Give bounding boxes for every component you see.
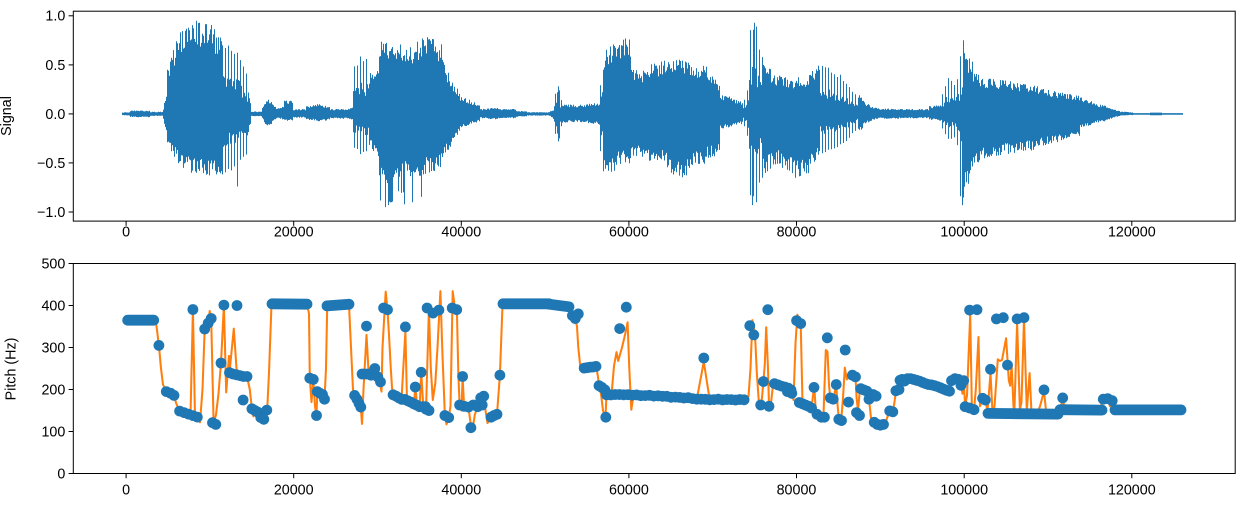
svg-text:100: 100 [41,424,65,440]
svg-text:20000: 20000 [274,483,314,499]
svg-text:0.5: 0.5 [45,58,65,74]
svg-text:Signal: Signal [0,96,15,136]
svg-text:500: 500 [41,256,65,272]
svg-text:120000: 120000 [1108,483,1156,499]
svg-text:120000: 120000 [1108,225,1156,241]
svg-text:80000: 80000 [777,225,817,241]
svg-text:40000: 40000 [441,483,481,499]
svg-text:−0.5: −0.5 [37,156,65,172]
svg-text:40000: 40000 [441,225,481,241]
svg-text:100000: 100000 [940,483,988,499]
svg-text:60000: 60000 [609,225,649,241]
svg-text:1.0: 1.0 [45,9,65,25]
svg-text:0: 0 [122,225,130,241]
svg-text:60000: 60000 [609,483,649,499]
svg-text:200: 200 [41,382,65,398]
svg-text:Pitch (Hz): Pitch (Hz) [4,338,20,401]
svg-text:300: 300 [41,340,65,356]
svg-text:0: 0 [122,483,130,499]
svg-text:400: 400 [41,298,65,314]
svg-text:−1.0: −1.0 [37,205,65,221]
svg-text:80000: 80000 [777,483,817,499]
svg-text:0: 0 [57,466,65,482]
svg-text:0.0: 0.0 [45,107,65,123]
svg-text:100000: 100000 [940,225,988,241]
svg-text:20000: 20000 [274,225,314,241]
